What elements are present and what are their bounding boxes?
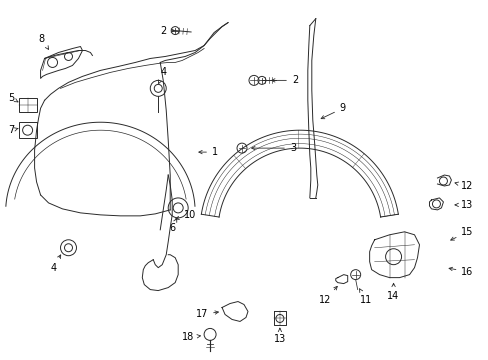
Text: 10: 10 [175,210,196,220]
Text: 4: 4 [50,255,61,273]
Text: 2: 2 [160,26,174,36]
Text: 15: 15 [450,227,473,240]
Text: 18: 18 [182,332,200,342]
Text: 17: 17 [195,310,218,319]
Text: 6: 6 [169,219,176,233]
Text: 8: 8 [39,33,48,49]
Text: 13: 13 [273,328,285,345]
Text: 16: 16 [448,267,473,276]
Text: 13: 13 [454,200,473,210]
Text: 12: 12 [454,181,473,191]
Text: 14: 14 [386,283,399,301]
Text: 1: 1 [199,147,218,157]
Text: 12: 12 [319,286,337,305]
Text: 9: 9 [321,103,345,119]
Text: 5: 5 [9,93,18,103]
Text: 2: 2 [271,75,298,85]
Text: 4: 4 [158,67,166,84]
Text: 7: 7 [9,125,18,135]
Text: 11: 11 [359,289,371,305]
Text: 3: 3 [251,143,295,153]
